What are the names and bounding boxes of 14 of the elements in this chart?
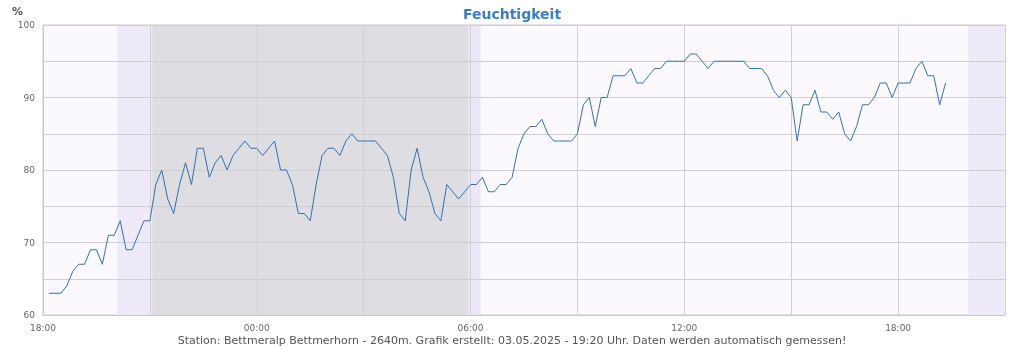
y-tick-label: 60 [23, 310, 36, 320]
x-tick-label: 06:00 [457, 322, 484, 333]
y-tick-label: 100 [17, 20, 36, 30]
y-tick-label: 90 [23, 92, 36, 103]
x-tick-label: 18:00 [885, 322, 912, 333]
line-series [48, 53, 947, 294]
y-tick-label: 70 [23, 237, 36, 248]
x-tick-label: 00:00 [243, 322, 271, 333]
y-axis-title: % [11, 5, 23, 18]
x-tick-label: 12:00 [671, 322, 698, 333]
y-tick-label: 80 [23, 165, 36, 175]
x-tick-label: 18:00 [30, 322, 57, 333]
chart-title: Feuchtigkeit [462, 6, 562, 22]
text: Station: Bettmeralp Bettmerhorn - 2640m. Grafik erstellt: 03.05.2025 - 19:20 Uhr. Daten werden automatisch gemessen! [177, 334, 847, 347]
